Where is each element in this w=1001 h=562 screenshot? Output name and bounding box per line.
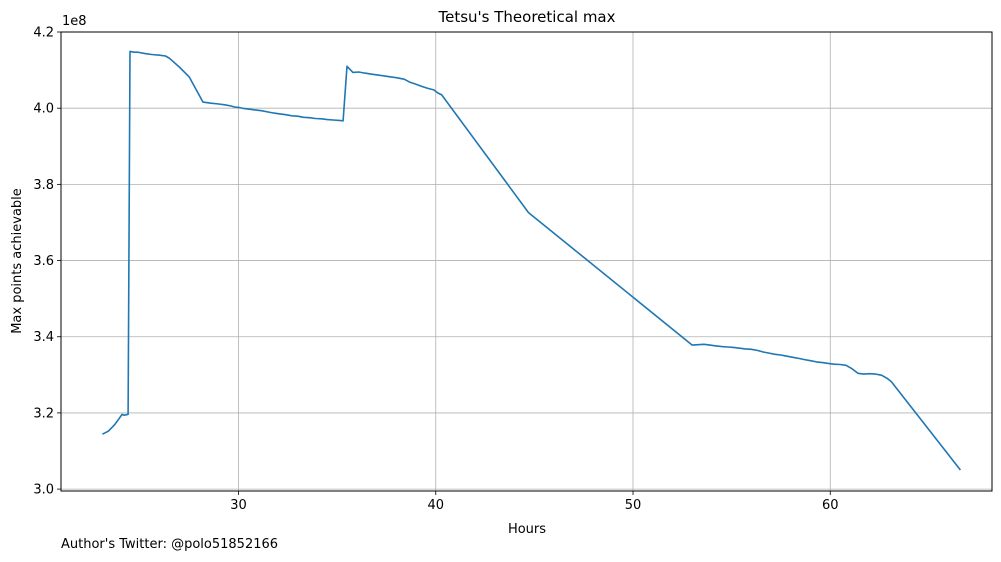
y-axis-offset-label: 1e8: [62, 14, 87, 29]
author-twitter-footnote: Author's Twitter: @polo51852166: [61, 537, 279, 552]
y-tick-label: 4.0: [33, 102, 54, 117]
y-tick-label: 3.6: [33, 254, 54, 269]
plot-area: [102, 50, 962, 471]
y-tick-label: 3.8: [33, 178, 54, 193]
grid: [61, 31, 992, 491]
series-line-max-points: [102, 50, 962, 471]
chart-title: Tetsu's Theoretical max: [438, 8, 616, 26]
y-tick-label: 3.4: [33, 330, 54, 345]
axis-ticks: 30 40 50 60 3.0 3.2 3.4 3.6 3.8 4.0 4.2: [33, 26, 838, 514]
axes-frame: [60, 31, 993, 492]
x-tick-label: 50: [625, 498, 642, 513]
y-tick-label: 3.0: [33, 483, 54, 498]
x-tick-label: 40: [427, 498, 444, 513]
x-axis-label: Hours: [508, 522, 546, 537]
x-tick-label: 30: [230, 498, 247, 513]
y-axis-label: Max points achievable: [10, 188, 25, 334]
y-tick-label: 3.2: [33, 406, 54, 421]
y-tick-label: 4.2: [33, 26, 54, 41]
x-tick-label: 60: [822, 498, 839, 513]
